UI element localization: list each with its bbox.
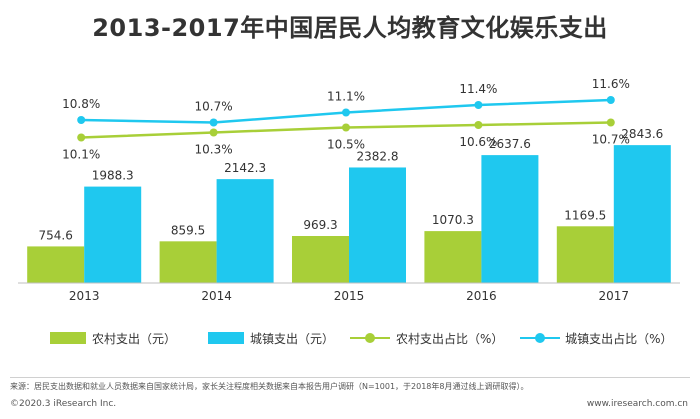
bar-label-urban-2015: 2382.8 bbox=[357, 149, 399, 163]
point-urban-share-2016 bbox=[474, 101, 483, 109]
bar-urban-2017 bbox=[613, 145, 671, 283]
legend: 农村支出（元） 城镇支出（元） 农村支出占比（%） 城镇支出占比（%） bbox=[50, 330, 673, 346]
bar-urban-2014 bbox=[216, 179, 274, 283]
chart-canvas: 754.6 1988.3 2013 859.5 2142.3 2014 969.3 2382.… bbox=[18, 77, 680, 303]
point-rural-share-2015 bbox=[342, 123, 350, 132]
legend-swatch-rural-spending bbox=[50, 332, 86, 344]
legend-item-rural-spending: 农村支出（元） bbox=[50, 330, 176, 346]
legend-label-rural-share: 农村支出占比（%） bbox=[396, 331, 504, 346]
copyright: ©2020.3 iResearch Inc. bbox=[10, 399, 117, 409]
x-tick-label-2013: 2013 bbox=[69, 289, 100, 303]
point-urban-share-2014 bbox=[209, 118, 218, 127]
point-label-urban-share-2015: 11.1% bbox=[327, 90, 365, 104]
bar-rural-2017 bbox=[556, 226, 614, 283]
legend-label-urban-share: 城镇支出占比（%） bbox=[565, 331, 673, 346]
bar-label-rural-2015: 969.3 bbox=[303, 218, 337, 232]
bar-label-rural-2017: 1169.5 bbox=[564, 208, 606, 222]
bar-urban-2016 bbox=[481, 155, 539, 283]
point-label-urban-share-2017: 11.6% bbox=[592, 77, 630, 91]
bar-rural-2016 bbox=[424, 231, 482, 283]
bar-label-urban-2017: 2843.6 bbox=[621, 127, 663, 141]
point-label-urban-share-2016: 11.4% bbox=[459, 82, 497, 96]
bar-rural-2014 bbox=[159, 241, 217, 283]
legend-item-urban-spending: 城镇支出（元） bbox=[208, 330, 334, 346]
point-urban-share-2015 bbox=[342, 108, 350, 117]
footer-divider bbox=[10, 377, 690, 378]
chart-title: 2013-2017年中国居民人均教育文化娱乐支出 bbox=[92, 14, 608, 42]
point-label-rural-share-2015: 10.5% bbox=[327, 138, 365, 152]
point-rural-share-2016 bbox=[474, 121, 483, 129]
legend-item-urban-share: 城镇支出占比（%） bbox=[520, 330, 673, 346]
bar-label-rural-2014: 859.5 bbox=[171, 223, 205, 237]
x-tick-label-2015: 2015 bbox=[334, 289, 365, 303]
bar-label-urban-2014: 2142.3 bbox=[224, 161, 266, 175]
point-urban-share-2013 bbox=[77, 116, 86, 124]
point-label-rural-share-2013: 10.1% bbox=[62, 148, 100, 162]
bar-urban-2015 bbox=[349, 167, 406, 283]
point-urban-share-2017 bbox=[606, 96, 615, 104]
legend-swatch-urban-spending bbox=[208, 332, 244, 344]
bar-label-rural-2016: 1070.3 bbox=[432, 213, 474, 227]
legend-item-rural-share: 农村支出占比（%） bbox=[350, 330, 503, 346]
point-label-urban-share-2013: 10.8% bbox=[62, 97, 100, 111]
website-link[interactable]: www.iresearch.com.cn bbox=[586, 399, 688, 409]
bar-rural-2015 bbox=[292, 236, 349, 283]
point-label-urban-share-2014: 10.7% bbox=[195, 100, 233, 114]
legend-label-rural-spending: 农村支出（元） bbox=[92, 331, 177, 346]
point-rural-share-2017 bbox=[606, 118, 615, 127]
point-label-rural-share-2016: 10.6% bbox=[459, 135, 497, 149]
source-note: 来源：居民支出数据和就业人员数据来自国家统计局，家长关注程度相关数据来自本报告用… bbox=[10, 382, 529, 391]
point-label-rural-share-2017: 10.7% bbox=[592, 133, 630, 147]
legend-swatch-rural-share bbox=[350, 332, 390, 344]
x-tick-label-2014: 2014 bbox=[201, 289, 232, 303]
point-rural-share-2013 bbox=[77, 133, 86, 142]
bar-label-rural-2013: 754.6 bbox=[39, 228, 73, 242]
bar-urban-2013 bbox=[84, 186, 142, 283]
x-tick-label-2016: 2016 bbox=[466, 289, 497, 303]
x-tick-label-2017: 2017 bbox=[599, 289, 630, 303]
point-label-rural-share-2014: 10.3% bbox=[195, 143, 233, 157]
bar-rural-2013 bbox=[27, 246, 85, 283]
bar-label-urban-2013: 1988.3 bbox=[92, 169, 134, 183]
bar-label-urban-2016: 2637.6 bbox=[489, 137, 531, 151]
legend-swatch-urban-share bbox=[520, 332, 560, 344]
legend-label-urban-spending: 城镇支出（元） bbox=[250, 331, 335, 346]
point-rural-share-2014 bbox=[209, 128, 218, 137]
